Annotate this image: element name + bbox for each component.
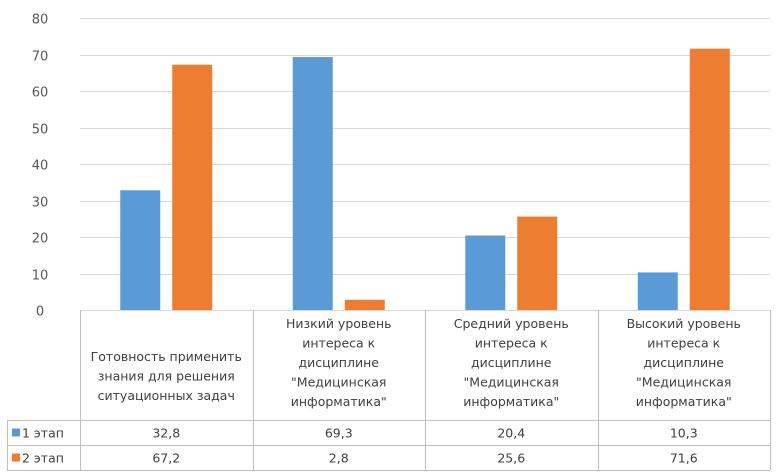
series-name: 1 этап [22,426,64,441]
value-cell: 2,8 [329,451,349,466]
category-label: Низкий уровень [286,316,392,331]
bar-2-2 [344,299,385,310]
category-label: дисциплине [644,355,725,370]
category-label: дисциплине [471,355,552,370]
series-name: 2 этап [22,451,64,466]
y-tick-label: 30 [32,196,49,211]
category-label: Готовность применить [91,349,242,364]
category-label: знания для решения [98,369,235,384]
y-tick-label: 0 [36,305,44,320]
category-label: ситуационных задач [98,388,235,403]
value-cell: 10,3 [670,426,698,441]
y-tick-label: 20 [32,232,49,247]
category-label: информатика" [463,394,559,409]
bar-1-4 [637,272,678,310]
value-cell: 32,8 [152,426,180,441]
value-cell: 71,6 [670,451,698,466]
category-label: "Медицинская [636,375,731,390]
value-cell: 25,6 [497,451,525,466]
y-tick-label: 10 [32,269,49,284]
category-label: информатика" [291,394,387,409]
y-tick-label: 50 [32,123,49,138]
legend-key-2 [12,453,20,462]
y-axis: 0 10 20 30 40 50 60 70 80 [32,13,49,320]
bars [120,48,730,311]
category-label: "Медицинская [464,375,559,390]
category-label: "Медицинская [291,375,386,390]
category-label: информатика" [636,394,732,409]
legend-key-1 [12,428,20,437]
bar-1-2 [292,57,333,311]
value-cell: 67,2 [152,451,180,466]
bar-2-3 [517,216,558,310]
y-tick-label: 80 [32,13,49,28]
y-tick-label: 60 [32,86,49,101]
bar-1-1 [120,190,161,310]
bar-2-1 [172,64,213,310]
bar-1-3 [465,235,506,310]
bar-2-4 [689,48,730,310]
category-label: интереса к [647,336,720,351]
category-label: интереса к [302,336,375,351]
category-label: дисциплине [299,355,380,370]
category-label: Средний уровень [454,316,569,331]
y-tick-label: 40 [32,159,49,174]
value-cell: 69,3 [325,426,353,441]
category-label: Высокий уровень [627,316,741,331]
value-cell: 20,4 [497,426,525,441]
y-tick-label: 70 [32,50,49,65]
data-table: Готовность применить знания для решения си… [7,310,771,471]
category-label: интереса к [475,336,548,351]
